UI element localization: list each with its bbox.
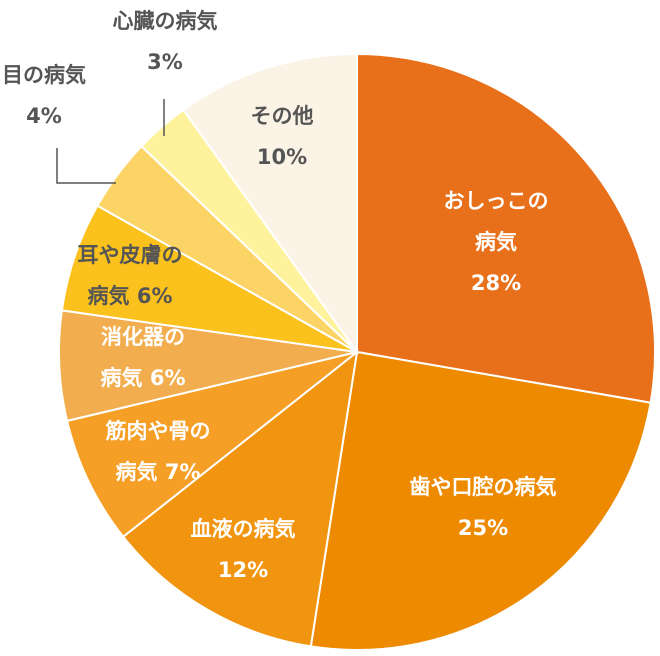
slice-label-line: 耳や皮膚の (78, 243, 183, 267)
slice-label-5: 消化器の病気 6% (101, 325, 186, 390)
slice-label-line: おしっこの (444, 189, 549, 213)
pie-slice-4 (65, 351, 358, 539)
slice-label-line: 消化器の (101, 325, 185, 349)
pie-slice-1 (356, 52, 656, 404)
slice-label-line: 病気 6% (88, 284, 173, 308)
slice-label-line: 病気 6% (101, 366, 186, 390)
slice-label-line: 4% (26, 104, 62, 128)
pie-slice-2 (309, 350, 652, 651)
leader-line-eye (56, 148, 116, 184)
slice-label-line: 25% (458, 516, 508, 540)
slice-label-line: その他 (251, 104, 314, 128)
slice-label-4: 筋肉や骨の病気 7% (105, 419, 211, 484)
slice-label-7: 目の病気 4% (2, 63, 86, 128)
slice-label-1: おしっこの病気 28% (444, 189, 549, 295)
slice-label-line: 歯や口腔の病気 (410, 475, 557, 499)
slice-label-line: 10% (257, 145, 307, 169)
slice-label-line: 目の病気 (2, 63, 86, 87)
pie-slice-3 (121, 349, 359, 648)
slice-label-line: 3% (147, 50, 183, 74)
pie-slice-9 (181, 52, 358, 356)
slice-labels: おしっこの病気 28% 歯や口腔の病気 25% 血液の病気 12% 筋肉や骨の病気 7% 消化… (2, 9, 557, 582)
slice-label-line: 筋肉や骨の (105, 419, 211, 443)
slice-label-2: 歯や口腔の病気 25% (410, 475, 557, 540)
slice-label-9: その他 10% (251, 104, 314, 169)
slice-label-line: 12% (218, 558, 268, 582)
slice-label-line: 血液の病気 (191, 517, 296, 541)
slice-label-line: 28% (471, 271, 521, 295)
slice-label-6: 耳や皮膚の病気 6% (78, 243, 183, 308)
slice-label-line: 病気 (475, 230, 517, 254)
slice-label-3: 血液の病気 12% (191, 517, 296, 582)
pie-slices (57, 52, 656, 651)
slice-label-8: 心臓の病気 3% (113, 9, 218, 74)
leader-lines (56, 99, 165, 184)
slice-label-line: 心臓の病気 (113, 9, 218, 33)
slice-label-line: 病気 7% (116, 460, 201, 484)
